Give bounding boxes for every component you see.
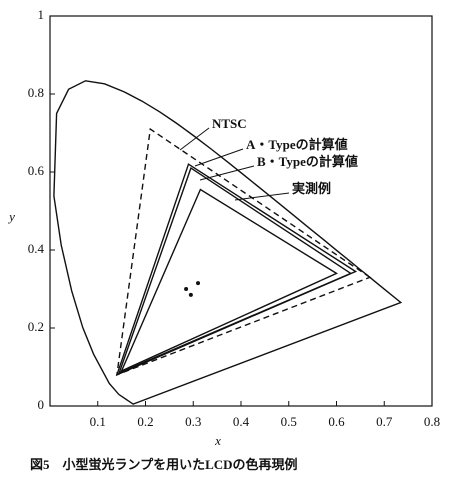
series-label: 実測例 <box>292 181 331 196</box>
x-tick-label: 0.3 <box>185 414 201 429</box>
x-axis-label: x <box>214 433 221 448</box>
x-tick-label: 0.6 <box>328 414 345 429</box>
point <box>188 292 193 297</box>
y-tick-label: 0.8 <box>28 85 44 100</box>
y-tick-label: 0.2 <box>28 319 44 334</box>
y-tick-label: 0.4 <box>28 241 45 256</box>
x-tick-label: 0.8 <box>424 414 440 429</box>
series-line <box>116 127 372 376</box>
x-tick-label: 0.5 <box>281 414 297 429</box>
y-tick-label: 1 <box>38 7 45 22</box>
leader-line <box>234 192 290 201</box>
x-tick-label: 0.4 <box>233 414 250 429</box>
plot-frame <box>49 15 433 407</box>
caption: 図5 小型蛍光ランプを用いたLCDの色再現例 <box>30 457 298 472</box>
series-label: A・Typeの計算値 <box>246 137 348 152</box>
series-line <box>120 188 338 373</box>
y-tick-label: 0 <box>38 397 45 412</box>
series-line <box>53 80 403 405</box>
leader-line <box>199 165 255 181</box>
point <box>184 287 189 291</box>
x-tick-label: 0.2 <box>137 414 153 429</box>
series-line <box>118 167 353 375</box>
series-label: B・Typeの計算値 <box>257 154 358 169</box>
x-tick-label: 0.1 <box>90 414 106 429</box>
leader-line <box>179 127 210 151</box>
series-label: NTSC <box>212 116 247 131</box>
point <box>196 281 201 286</box>
x-tick-label: 0.7 <box>376 414 393 429</box>
y-axis-label: y <box>7 209 15 224</box>
leader-line <box>194 148 244 167</box>
y-tick-label: 0.6 <box>28 163 45 178</box>
